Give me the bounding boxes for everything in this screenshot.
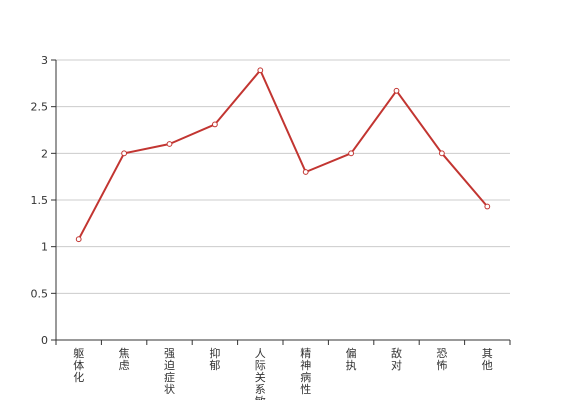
y-tick-label: 1.5 xyxy=(31,194,49,207)
x-tick-label: 偏执 xyxy=(346,346,357,372)
grid-lines xyxy=(56,59,510,294)
data-point xyxy=(257,67,264,74)
x-tick-label: 恐怖 xyxy=(436,347,447,372)
data-point xyxy=(302,169,309,175)
data-point xyxy=(439,150,445,157)
y-tick-label: 3 xyxy=(41,54,48,67)
data-point xyxy=(348,150,355,157)
data-point xyxy=(75,236,82,243)
y-tick-label: 0 xyxy=(41,334,48,347)
y-tick-label: 2.5 xyxy=(31,101,49,114)
data-point xyxy=(166,141,173,147)
series-line-0 xyxy=(77,69,489,240)
x-tick-label: 抑郁 xyxy=(209,346,220,372)
data-point xyxy=(484,203,491,210)
series-line xyxy=(77,69,489,240)
data-point xyxy=(212,121,218,128)
y-tick-label: 0.5 xyxy=(31,287,49,300)
x-tick-label: 敌对 xyxy=(391,346,402,372)
x-axis: 躯体化 焦虑 强迫症状 抑郁 人际关系敏感 精神病性 偏执 敌对 恐怖 其他 xyxy=(55,339,511,404)
x-tick-label: 强迫症状 xyxy=(164,347,175,396)
x-tick-label: 其他 xyxy=(482,347,493,372)
data-point xyxy=(121,150,127,157)
data-points xyxy=(75,67,491,243)
x-tick-label: 精神病性 xyxy=(300,347,311,396)
y-tick-label: 2 xyxy=(41,147,48,160)
data-point xyxy=(393,87,400,94)
y-tick-label: 1 xyxy=(41,241,48,254)
x-tick-label: 焦虑 xyxy=(119,347,130,372)
x-tick-label: 躯体化 xyxy=(73,347,84,384)
x-tick-label: 人际关系敏感 xyxy=(255,347,266,400)
y-axis: 0 0.5 1 1.5 2 2.5 3 xyxy=(31,54,57,347)
